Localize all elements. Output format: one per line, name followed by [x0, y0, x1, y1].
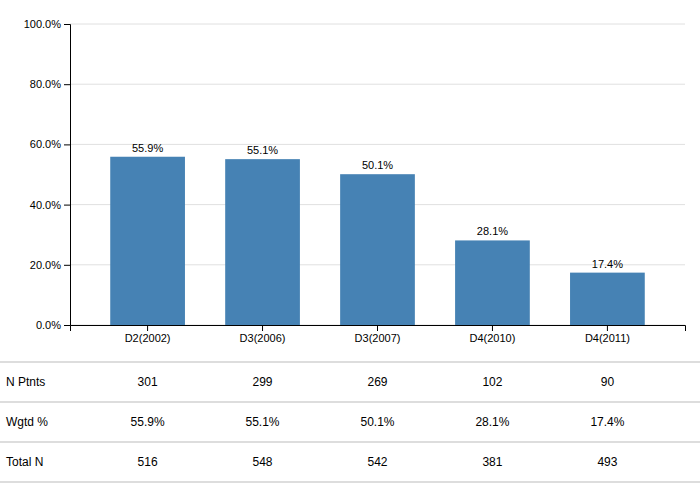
table: N Ptnts 301 299 269 102 90 Wgtd % 55.9% 55.1% 50.…	[0, 362, 700, 482]
tick-mark	[64, 325, 70, 326]
bar	[455, 240, 530, 325]
tick: 60.0%	[30, 138, 70, 150]
table-cell: 548	[253, 455, 273, 469]
tick: 40.0%	[30, 199, 70, 211]
table-cell: 542	[367, 455, 387, 469]
table-cell: 90	[601, 375, 615, 389]
grid-line	[70, 84, 685, 85]
table-rule	[0, 442, 700, 443]
bar	[225, 159, 300, 325]
bars	[110, 157, 645, 325]
tick-label: D3(2007)	[355, 332, 401, 344]
tick-mark	[64, 84, 70, 85]
data-label: 28.1%	[477, 225, 508, 237]
table-cell: 269	[367, 375, 387, 389]
grid-line	[70, 24, 685, 25]
tick-label: D3(2006)	[240, 332, 286, 344]
bar	[110, 157, 185, 325]
tick: 0.0%	[36, 319, 70, 331]
tick: D4(2011)	[585, 325, 630, 344]
table-row-label: Total N	[6, 455, 43, 469]
chart: 55.9% 55.1% 50.1% 28.1% 17.4% 0.0% 20.0% 40.0% 6…	[0, 0, 700, 500]
tick-mark	[377, 325, 378, 331]
tick: 100.0%	[24, 18, 70, 30]
tick-mark	[64, 205, 70, 206]
tick-mark	[64, 24, 70, 25]
tick-label: 60.0%	[30, 138, 61, 150]
tick-mark	[64, 144, 70, 145]
tick-label: D4(2010)	[470, 332, 516, 344]
table-cell: 17.4%	[590, 415, 624, 429]
tick-label: D4(2011)	[585, 332, 630, 344]
tick-label: 80.0%	[30, 78, 61, 90]
tick-label: 100.0%	[24, 18, 62, 30]
table-cell: 301	[138, 375, 158, 389]
grid	[70, 24, 685, 325]
table-cell: 493	[597, 455, 617, 469]
bar	[570, 273, 645, 325]
tick-mark	[147, 325, 148, 331]
bar	[340, 174, 415, 325]
tick-label: 0.0%	[36, 319, 61, 331]
tick: 80.0%	[30, 78, 70, 90]
tick-mark	[262, 325, 263, 331]
tick-label: 20.0%	[30, 259, 61, 271]
table-row-label: Wgtd %	[6, 415, 48, 429]
table-cell: 28.1%	[475, 415, 509, 429]
table-rule	[0, 362, 700, 363]
data-label: 55.9%	[132, 142, 163, 154]
tick-mark	[64, 265, 70, 266]
table-cell: 516	[138, 455, 158, 469]
tick: D4(2010)	[470, 325, 516, 344]
table-cell: 55.1%	[246, 415, 280, 429]
axis-line	[71, 326, 686, 332]
data-label: 17.4%	[592, 258, 623, 270]
table-cell: 50.1%	[360, 415, 394, 429]
tick-mark	[607, 325, 608, 331]
data-label: 55.1%	[247, 144, 278, 156]
table-cell: 381	[482, 455, 502, 469]
table-cell: 102	[482, 375, 502, 389]
tick: D2(2002)	[125, 325, 171, 344]
table-cell: 299	[253, 375, 273, 389]
x-axis: D2(2002) D3(2006) D3(2007) D4(2010) D4(2011)	[71, 325, 686, 344]
tick-label: D2(2002)	[125, 332, 171, 344]
table-row-label: N Ptnts	[6, 375, 45, 389]
data-label: 50.1%	[362, 159, 393, 171]
tick-label: 40.0%	[30, 199, 61, 211]
y-axis: 0.0% 20.0% 40.0% 60.0% 80.0% 100.0%	[24, 18, 71, 331]
tick: D3(2006)	[240, 325, 286, 344]
tick-mark	[492, 325, 493, 331]
tick: 20.0%	[30, 259, 70, 271]
axis-line	[64, 25, 71, 326]
table-rule	[0, 482, 700, 483]
table-rule	[0, 402, 700, 403]
table-cell: 55.9%	[131, 415, 165, 429]
tick: D3(2007)	[355, 325, 401, 344]
data-labels: 55.9% 55.1% 50.1% 28.1% 17.4%	[132, 142, 623, 270]
